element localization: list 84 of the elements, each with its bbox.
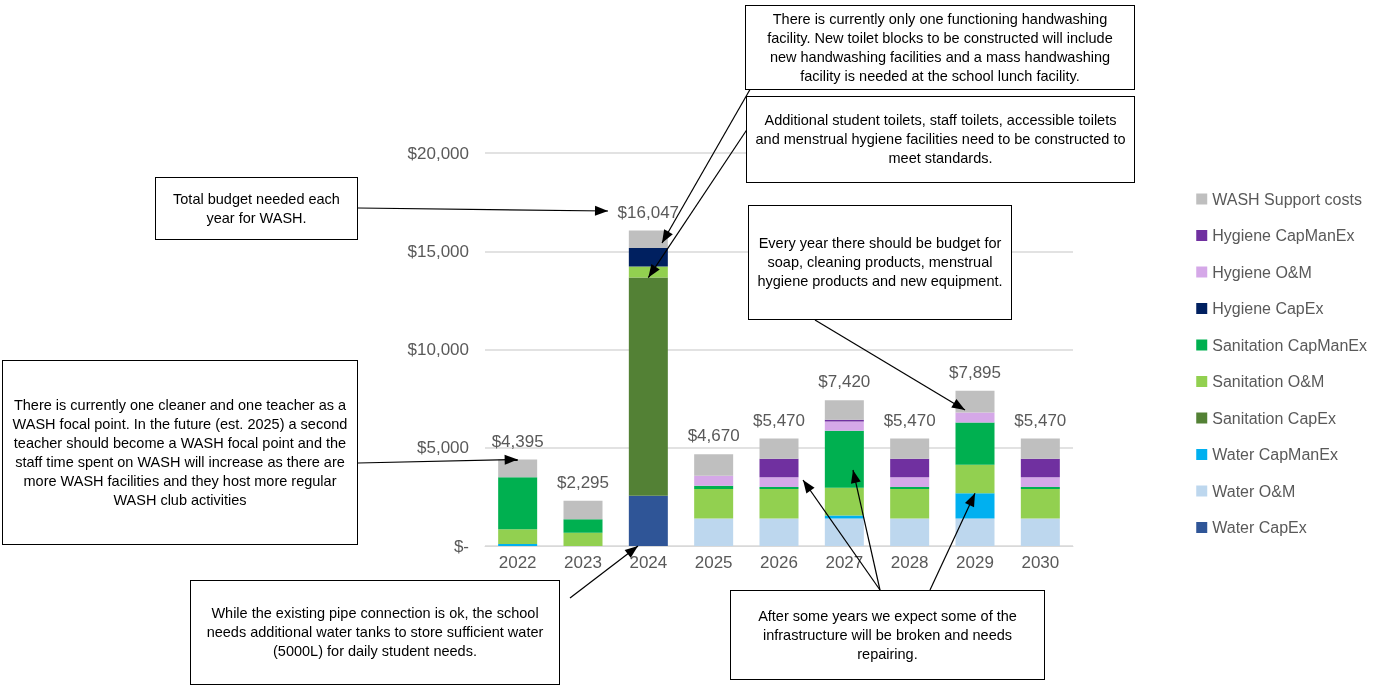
bar (890, 458, 930, 478)
legend-label: Water CapManEx (1212, 446, 1338, 463)
bar (759, 477, 799, 488)
annotation: There is currently one cleaner and one teacher as a WASH focal point. In the future (est. 2025) a second teacher should become a WASH focal point and the staff time spent on WASH will increase as there are more WASH facilities and they host more regular WASH club activities (11, 395, 349, 510)
bar (498, 459, 538, 478)
total-label: $7,895 (949, 362, 1001, 382)
bar (694, 518, 734, 546)
bar (955, 518, 995, 546)
legend-label: Water O&M (1212, 482, 1296, 500)
legend-label: Hygiene CapEx (1212, 300, 1324, 317)
total-label: $7,420 (818, 372, 871, 392)
bar (694, 454, 734, 476)
y-tick-label: $20,000 (407, 143, 469, 163)
total-label: $5,470 (753, 410, 805, 430)
bar (1020, 458, 1060, 478)
bar (824, 421, 864, 431)
total-label: $2,295 (557, 472, 609, 492)
bar (890, 438, 930, 459)
bar (890, 489, 930, 519)
x-tick-label: 2023 (564, 553, 602, 572)
bar (955, 390, 995, 413)
x-tick-label: 2028 (890, 553, 929, 572)
bar (824, 518, 864, 546)
bar (628, 277, 668, 496)
y-tick-label: $15,000 (407, 241, 469, 261)
total-label: $5,470 (1014, 410, 1067, 430)
bar (1020, 477, 1060, 488)
callout-box: There is currently only one functioning handwashing facility. New toilet blocks to be constructed will include new handwashing facilities and a mass handwashing facility is needed at the school lunch facility. (745, 5, 1135, 90)
bar (498, 529, 538, 545)
bar (759, 518, 799, 546)
annotation: Additional student toilets, staff toilets, accessible toilets and menstrual hygiene facilities need to be constructed to meet standards. (754, 111, 1127, 168)
legend-label: Sanitation CapEx (1212, 409, 1336, 427)
x-tick-label: 2024 (629, 553, 668, 572)
legend-label: WASH Support costs (1212, 190, 1362, 208)
y-tick-label: $5,000 (417, 438, 469, 458)
bar (1020, 489, 1060, 519)
legend-label: Water CapEx (1212, 519, 1307, 536)
bar (824, 487, 864, 516)
callout-box: Every year there should be budget for soap, cleaning products, menstrual hygiene products and new equipment. (748, 205, 1012, 320)
callout-box: After some years we expect some of the infrastructure will be broken and needs repairing. (730, 590, 1045, 680)
bar (824, 430, 864, 488)
bar (563, 500, 603, 520)
x-tick-label: 2029 (956, 553, 994, 572)
bar (563, 532, 603, 546)
y-tick-label: $10,000 (407, 340, 469, 359)
bar (759, 458, 799, 478)
bar (628, 495, 668, 546)
callout-box: Total budget needed each year for WASH. (155, 177, 358, 240)
x-tick-label: 2025 (694, 553, 733, 572)
bar (694, 485, 734, 490)
bar (955, 422, 995, 465)
legend-label: Hygiene CapManEx (1212, 227, 1355, 244)
legend-label: Sanitation O&M (1212, 373, 1325, 390)
bar (1020, 438, 1060, 459)
bar (824, 400, 864, 420)
total-label: $16,047 (617, 202, 680, 222)
bar (759, 438, 799, 459)
callout-box: Additional student toilets, staff toilets, accessible toilets and menstrual hygiene facilities need to be constructed to meet standards. (746, 96, 1135, 183)
y-tick-label: $- (453, 536, 469, 556)
bar (694, 475, 734, 486)
bar (694, 489, 734, 519)
total-label: $4,395 (491, 431, 544, 451)
callout-box: There is currently one cleaner and one teacher as a WASH focal point. In the future (est. 2025) a second teacher should become a WASH focal point and the staff time spent on WASH will increase as there are more WASH facilities and they host more regular WASH club activities (2, 360, 358, 545)
x-tick-label: 2026 (760, 553, 798, 572)
bar (1020, 518, 1060, 546)
bar (890, 477, 930, 488)
bar (759, 489, 799, 519)
bar (498, 477, 538, 530)
x-tick-label: 2022 (498, 553, 537, 572)
callout-box: While the existing pipe connection is ok, the school needs additional water tanks to store sufficient water (5000L) for daily student needs. (190, 580, 560, 685)
total-label: $5,470 (883, 410, 936, 430)
bar (955, 464, 995, 494)
bar (955, 412, 995, 423)
legend-label: Hygiene O&M (1212, 263, 1312, 281)
annotation: After some years we expect some of the infrastructure will be broken and needs repairing. (757, 606, 1018, 664)
total-label: $4,670 (687, 426, 740, 446)
legend-label: Sanitation CapManEx (1212, 336, 1368, 354)
x-tick-label: 2027 (825, 553, 864, 572)
annotation: Every year there should be budget for soap, cleaning products, menstrual hygiene products and new equipment. (756, 234, 1004, 291)
bar (563, 519, 603, 533)
bar (955, 493, 995, 519)
x-tick-label: 2030 (1021, 553, 1060, 572)
bar (628, 248, 668, 267)
bar (890, 518, 930, 546)
